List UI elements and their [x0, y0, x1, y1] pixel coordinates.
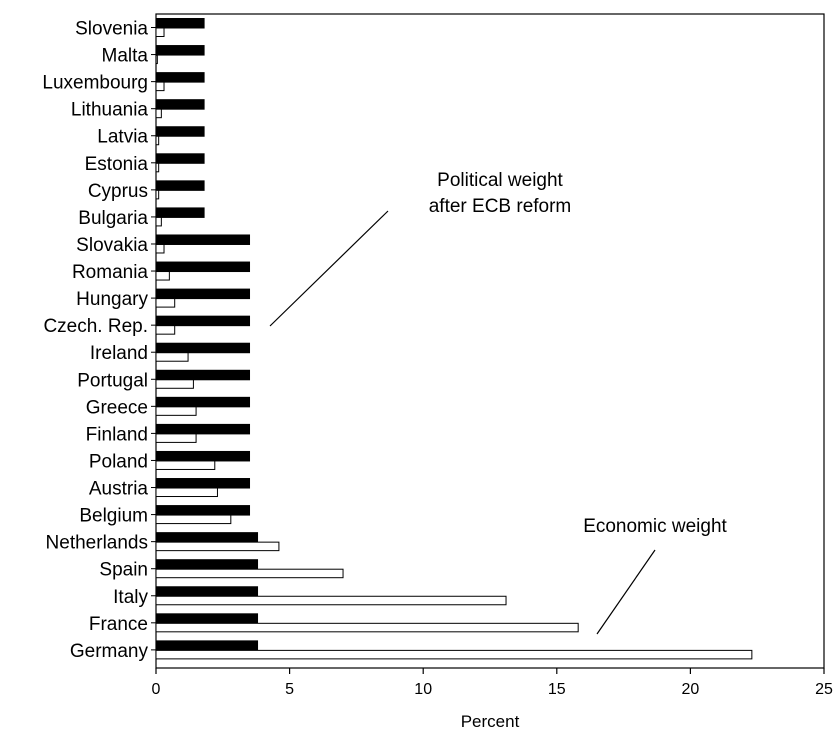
x-tick-label-20: 20: [682, 681, 700, 698]
bars-group: [155, 18, 753, 660]
x-tick-label-5: 5: [285, 681, 294, 698]
bar-economic-czech-rep: [155, 325, 176, 335]
bar-political-malta: [155, 45, 205, 56]
category-label-estonia: Estonia: [85, 154, 149, 175]
bar-political-estonia: [155, 153, 205, 164]
category-label-luxembourg: Luxembourg: [42, 73, 148, 94]
annotation-political-pointer: [269, 210, 389, 327]
category-label-netherlands: Netherlands: [46, 533, 148, 554]
bar-political-latvia: [155, 126, 205, 137]
bar-economic-belgium: [155, 514, 232, 525]
annotation-economic-line1: Economic weight: [583, 516, 727, 537]
bar-economic-greece: [155, 406, 197, 416]
category-label-austria: Austria: [89, 479, 149, 500]
x-tick-label-0: 0: [152, 681, 161, 698]
bar-economic-malta: [155, 54, 158, 65]
category-label-poland: Poland: [89, 451, 148, 472]
bar-economic-latvia: [155, 135, 160, 146]
bar-political-hungary: [155, 288, 251, 300]
bar-political-luxembourg: [155, 72, 205, 83]
bar-economic-ireland: [155, 352, 189, 362]
bar-political-czech-rep: [155, 315, 251, 327]
category-label-spain: Spain: [99, 560, 148, 581]
category-label-portugal: Portugal: [77, 370, 148, 391]
bar-political-slovenia: [155, 18, 205, 29]
bar-political-cyprus: [155, 180, 205, 191]
bar-economic-italy: [155, 595, 507, 606]
category-label-cyprus: Cyprus: [88, 181, 148, 202]
bar-political-germany: [155, 640, 259, 651]
category-label-greece: Greece: [86, 397, 148, 418]
bar-economic-finland: [155, 433, 197, 443]
bar-economic-hungary: [155, 298, 176, 308]
bar-political-belgium: [155, 505, 251, 516]
category-label-ireland: Ireland: [90, 343, 148, 364]
bar-economic-france: [155, 622, 579, 633]
bar-political-austria: [155, 478, 251, 489]
category-label-belgium: Belgium: [79, 506, 148, 527]
bar-political-france: [155, 613, 259, 624]
category-label-bulgaria: Bulgaria: [78, 208, 148, 229]
bar-economic-austria: [155, 487, 218, 498]
bar-economic-luxembourg: [155, 81, 165, 92]
bar-political-netherlands: [155, 532, 259, 543]
bar-economic-bulgaria: [155, 216, 162, 227]
x-axis-title: Percent: [461, 712, 520, 731]
category-label-france: France: [89, 614, 148, 635]
category-label-hungary: Hungary: [76, 289, 148, 310]
plot-frame: [155, 13, 825, 669]
category-label-czech-rep: Czech. Rep.: [43, 316, 148, 337]
category-label-lithuania: Lithuania: [71, 100, 149, 121]
category-labels: Slovenia Malta Luxembourg Lithuania Latvia Es…: [42, 19, 156, 662]
bar-political-portugal: [155, 369, 251, 381]
bar-political-spain: [155, 559, 259, 570]
bar-political-poland: [155, 450, 251, 462]
x-tick-label-25: 25: [815, 681, 833, 698]
category-label-finland: Finland: [86, 424, 148, 445]
bar-economic-portugal: [155, 379, 194, 389]
bar-political-lithuania: [155, 99, 205, 110]
category-label-germany: Germany: [70, 641, 149, 662]
bar-economic-slovakia: [155, 243, 165, 254]
category-label-romania: Romania: [72, 262, 148, 283]
category-label-slovakia: Slovakia: [76, 235, 148, 256]
bar-economic-netherlands: [155, 541, 280, 552]
x-tick-label-15: 15: [548, 681, 566, 698]
bar-economic-slovenia: [155, 27, 165, 37]
x-axis-ticks: 0 5 10 15 20 25: [152, 668, 833, 698]
annotation-political-line1: Political weight: [437, 170, 563, 191]
bar-economic-poland: [155, 460, 216, 470]
category-label-malta: Malta: [102, 46, 149, 67]
bar-economic-romania: [155, 271, 170, 281]
bar-political-finland: [155, 423, 251, 435]
category-label-slovenia: Slovenia: [75, 19, 148, 40]
x-tick-label-10: 10: [414, 681, 432, 698]
bar-economic-lithuania: [155, 108, 162, 119]
bar-economic-spain: [155, 568, 344, 579]
bar-economic-germany: [155, 649, 753, 660]
category-label-latvia: Latvia: [97, 127, 148, 148]
annotation-economic-pointer: [596, 549, 656, 635]
bar-political-ireland: [155, 342, 251, 354]
annotation-political-line2: after ECB reform: [429, 196, 572, 217]
bar-economic-estonia: [155, 162, 160, 173]
bar-political-bulgaria: [155, 207, 205, 218]
bar-political-italy: [155, 586, 259, 597]
bar-political-greece: [155, 396, 251, 408]
category-label-italy: Italy: [113, 587, 148, 608]
bar-political-romania: [155, 261, 251, 273]
bar-economic-cyprus: [155, 189, 160, 200]
bar-political-slovakia: [155, 234, 251, 245]
